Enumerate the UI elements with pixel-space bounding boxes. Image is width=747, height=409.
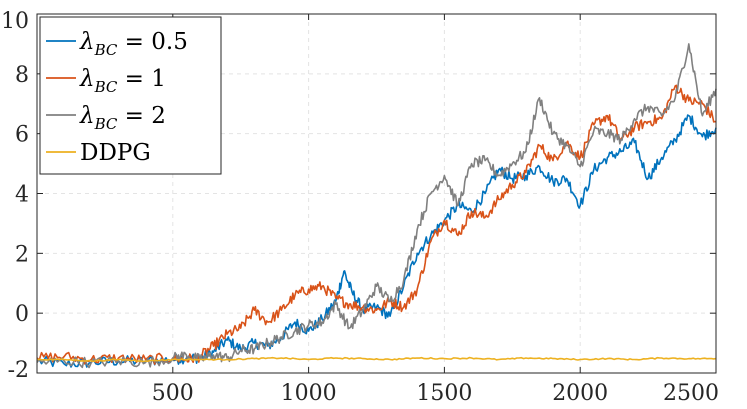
series-line-2 [36,43,717,369]
legend-label-3: DDPG [80,140,151,166]
series-line-3 [36,356,717,363]
tick-labels: 500 1000 1500 2000 2500 -2 0 2 4 6 8 10 [1,9,719,406]
x-tick-label: 2500 [663,381,719,406]
x-tick-label: 1000 [281,381,337,406]
tick-marks [37,13,717,374]
x-tick-label: 2000 [552,381,608,406]
legend-label-2: λBC = 2 [79,103,166,133]
y-tick-label: 8 [15,63,29,88]
legend-label-1: λBC = 1 [79,66,166,96]
y-tick-label: 4 [15,183,29,208]
y-tick-label: 6 [15,123,29,148]
series-lines [36,43,717,369]
x-tick-label: 500 [152,381,194,406]
legend: λBC = 0.5 λBC = 1 λBC = 2 DDPG [39,16,222,175]
legend-box [39,16,222,175]
y-tick-label: -2 [8,358,29,383]
y-tick-label: 10 [1,9,29,34]
legend-label-0: λBC = 0.5 [79,29,188,59]
y-tick-label: 0 [15,302,29,327]
y-tick-label: 2 [15,242,29,267]
x-tick-label: 1500 [416,381,472,406]
